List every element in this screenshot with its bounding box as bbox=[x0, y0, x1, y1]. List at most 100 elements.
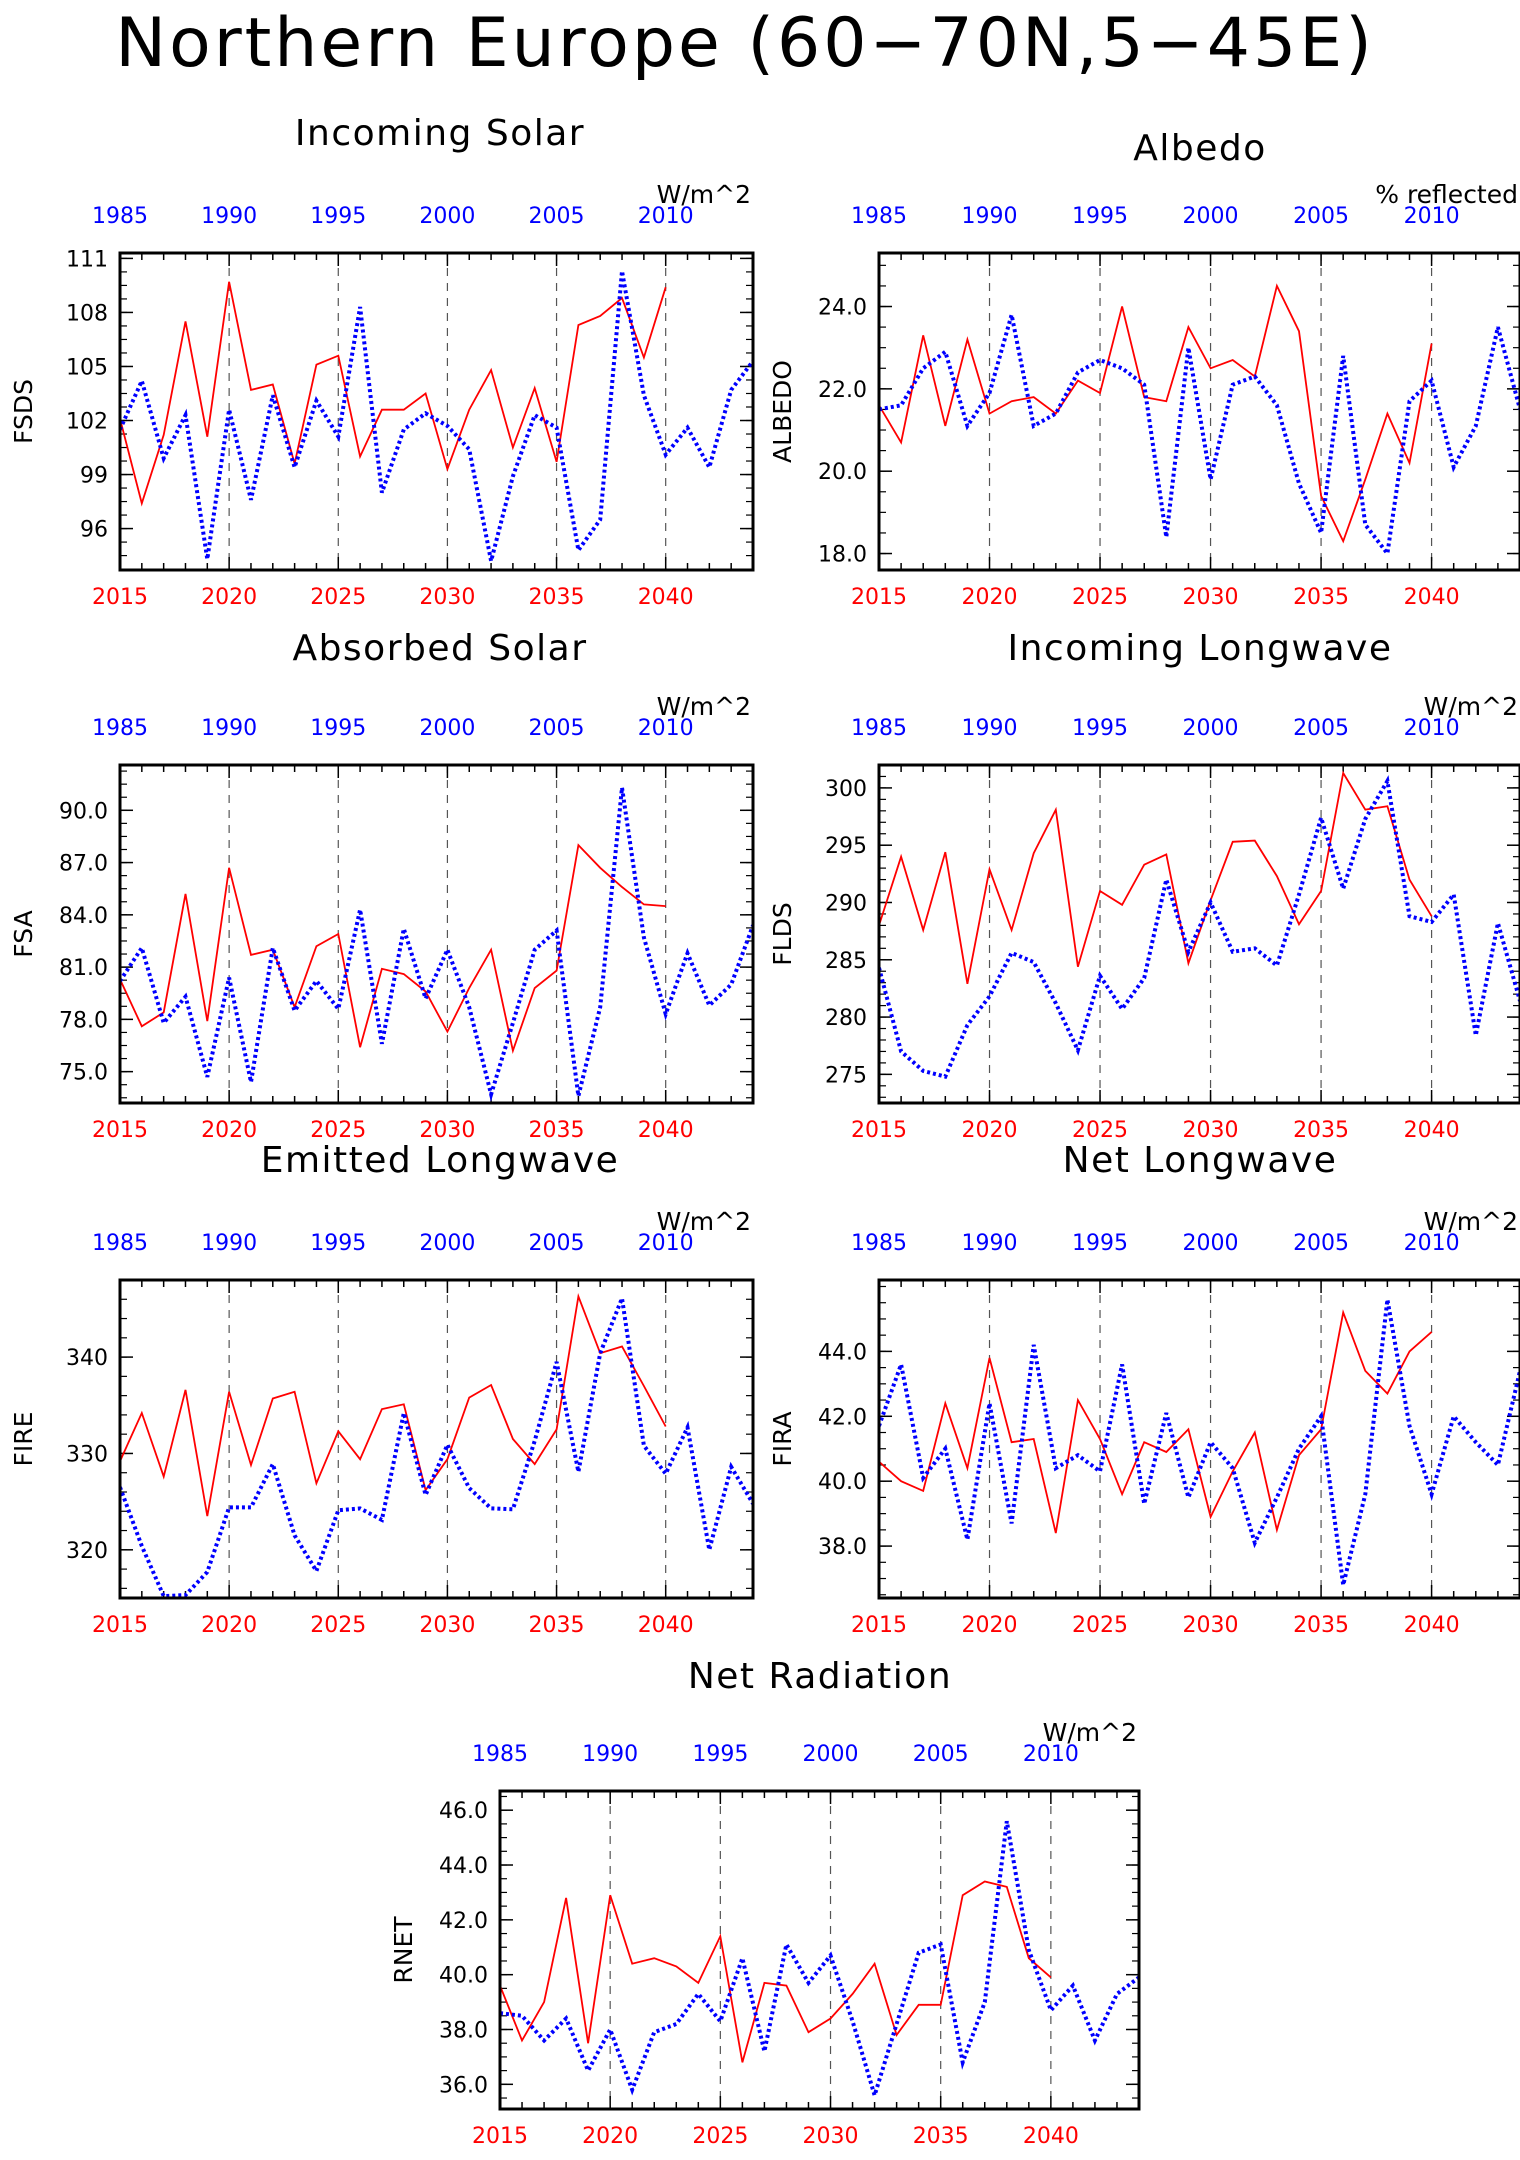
y-axis-label: FIRA bbox=[768, 1411, 797, 1466]
y-tick-label: 75.0 bbox=[59, 1061, 108, 1086]
y-tick-label: 87.0 bbox=[59, 852, 108, 877]
y-tick-label: 78.0 bbox=[59, 1008, 108, 1033]
y-tick-label: 330 bbox=[66, 1442, 108, 1467]
plot-frame bbox=[877, 763, 1520, 1105]
x-tick-label-bottom: 2040 bbox=[1023, 2124, 1079, 2149]
x-tick-label-top: 1990 bbox=[201, 1231, 257, 1256]
plot-frame bbox=[118, 763, 755, 1105]
y-axis-label: FSDS bbox=[9, 379, 38, 444]
x-tick-label-top: 2010 bbox=[638, 716, 694, 741]
y-tick-label: 320 bbox=[66, 1539, 108, 1564]
x-tick-label-top: 1985 bbox=[92, 1231, 148, 1256]
x-tick-label-top: 2005 bbox=[913, 1742, 969, 1767]
y-tick-label: 285 bbox=[825, 949, 867, 974]
y-tick-label: 24.0 bbox=[818, 296, 867, 321]
chart-title: Emitted Longwave bbox=[261, 1140, 620, 1181]
y-tick-label: 90.0 bbox=[59, 799, 108, 824]
x-tick-label-top: 1995 bbox=[310, 204, 366, 229]
series-line-past bbox=[120, 270, 753, 562]
chart-panel: Incoming Longwave W/m^2 FLDS 2015 2020 2025 20… bbox=[768, 628, 1520, 1143]
x-tick-label-bottom: 2030 bbox=[1183, 1613, 1239, 1638]
x-tick-label-top: 1990 bbox=[962, 716, 1018, 741]
y-tick-label: 295 bbox=[825, 834, 867, 859]
x-tick-label-top: 1995 bbox=[692, 1742, 748, 1767]
series-line-future bbox=[879, 770, 1433, 984]
plot-frame bbox=[118, 251, 755, 572]
series-line-future bbox=[500, 1880, 1052, 2063]
x-tick-label-bottom: 2035 bbox=[529, 585, 585, 610]
x-tick-label-top: 2005 bbox=[529, 716, 585, 741]
chart-title: Net Longwave bbox=[1063, 1140, 1338, 1181]
units-label: W/m^2 bbox=[657, 1207, 751, 1236]
x-tick-label-bottom: 2020 bbox=[582, 2124, 638, 2149]
x-tick-label-top: 2005 bbox=[529, 1231, 585, 1256]
x-tick-label-bottom: 2035 bbox=[529, 1118, 585, 1143]
y-tick-label: 102 bbox=[66, 410, 108, 435]
chart-panel: Absorbed Solar W/m^2 FSA 2015 2020 2025 2030 20… bbox=[9, 628, 755, 1143]
chart-panel: Incoming Solar W/m^2 FSDS 2015 2020 2025 2030 2… bbox=[9, 113, 755, 610]
x-tick-label-top: 2000 bbox=[1183, 204, 1239, 229]
y-tick-label: 40.0 bbox=[439, 1964, 488, 1989]
x-tick-label-bottom: 2020 bbox=[962, 585, 1018, 610]
x-tick-label-bottom: 2030 bbox=[419, 1613, 475, 1638]
x-tick-label-top: 2010 bbox=[1404, 204, 1460, 229]
x-tick-label-bottom: 2035 bbox=[1293, 585, 1349, 610]
series-line-past bbox=[120, 1290, 753, 1598]
x-tick-label-bottom: 2040 bbox=[1404, 585, 1460, 610]
x-tick-label-top: 2005 bbox=[1293, 204, 1349, 229]
series-line-past bbox=[500, 1820, 1139, 2103]
chart-title: Incoming Longwave bbox=[1007, 628, 1392, 669]
series-line-future bbox=[879, 283, 1433, 544]
series-line-past bbox=[120, 787, 753, 1102]
y-tick-label: 20.0 bbox=[818, 460, 867, 485]
x-tick-label-top: 2000 bbox=[1183, 716, 1239, 741]
series-line-past bbox=[879, 314, 1520, 559]
x-tick-label-bottom: 2015 bbox=[851, 1118, 907, 1143]
x-tick-label-top: 1995 bbox=[1072, 716, 1128, 741]
x-tick-label-bottom: 2020 bbox=[201, 1613, 257, 1638]
x-tick-label-top: 2010 bbox=[1404, 716, 1460, 741]
y-tick-label: 81.0 bbox=[59, 956, 108, 981]
chart-panel: Emitted Longwave W/m^2 FIRE 2015 2020 2025 203… bbox=[9, 1140, 755, 1638]
x-tick-label-top: 2000 bbox=[1183, 1231, 1239, 1256]
series-line-past bbox=[879, 1299, 1520, 1586]
x-tick-label-bottom: 2020 bbox=[201, 1118, 257, 1143]
y-axis-label: FSA bbox=[9, 910, 38, 957]
x-tick-label-top: 2010 bbox=[638, 204, 694, 229]
x-tick-label-bottom: 2030 bbox=[803, 2124, 859, 2149]
y-axis-label: FLDS bbox=[768, 902, 797, 965]
series-line-future bbox=[120, 843, 666, 1055]
x-tick-label-bottom: 2025 bbox=[310, 1613, 366, 1638]
y-tick-label: 84.0 bbox=[59, 904, 108, 929]
y-tick-label: 105 bbox=[66, 355, 108, 380]
x-tick-label-top: 1995 bbox=[310, 716, 366, 741]
x-tick-label-bottom: 2040 bbox=[1404, 1613, 1460, 1638]
chart-title: Absorbed Solar bbox=[292, 628, 587, 669]
chart-title: Incoming Solar bbox=[295, 113, 585, 154]
x-tick-label-top: 2000 bbox=[419, 204, 475, 229]
x-tick-label-top: 1990 bbox=[201, 204, 257, 229]
x-tick-label-bottom: 2025 bbox=[692, 2124, 748, 2149]
y-tick-label: 275 bbox=[825, 1063, 867, 1088]
x-tick-label-top: 1985 bbox=[92, 716, 148, 741]
y-tick-label: 290 bbox=[825, 891, 867, 916]
x-tick-label-bottom: 2040 bbox=[638, 585, 694, 610]
y-tick-label: 38.0 bbox=[439, 2019, 488, 2044]
x-tick-label-bottom: 2020 bbox=[962, 1118, 1018, 1143]
x-tick-label-top: 1995 bbox=[1072, 204, 1128, 229]
x-tick-label-top: 2000 bbox=[803, 1742, 859, 1767]
y-tick-label: 40.0 bbox=[818, 1470, 867, 1495]
x-tick-label-top: 2005 bbox=[1293, 716, 1349, 741]
x-tick-label-bottom: 2025 bbox=[1072, 1118, 1128, 1143]
x-tick-label-top: 2000 bbox=[419, 716, 475, 741]
series-line-past bbox=[879, 775, 1520, 1079]
x-tick-label-top: 1985 bbox=[851, 716, 907, 741]
x-tick-label-bottom: 2015 bbox=[851, 585, 907, 610]
units-label: W/m^2 bbox=[657, 692, 751, 721]
panels: Incoming Solar W/m^2 FSDS 2015 2020 2025 2030 2… bbox=[9, 113, 1520, 2149]
x-tick-label-bottom: 2030 bbox=[1183, 585, 1239, 610]
series-line-future bbox=[120, 281, 667, 507]
plot-frame bbox=[498, 1789, 1141, 2111]
y-tick-label: 46.0 bbox=[439, 1799, 488, 1824]
